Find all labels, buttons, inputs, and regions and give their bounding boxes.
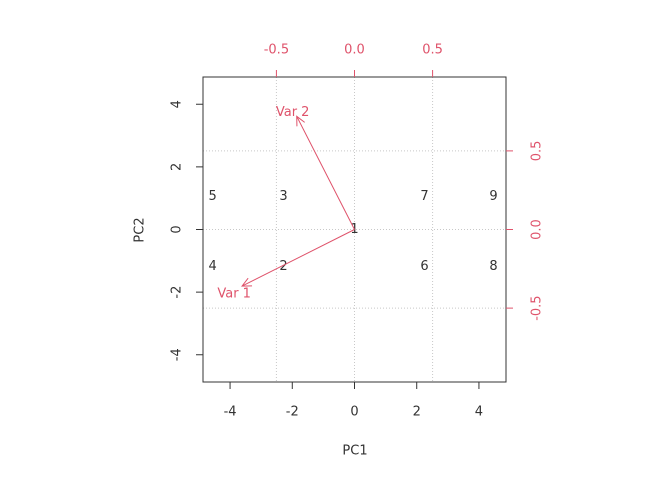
point-label: 3 [279, 189, 287, 204]
arrow-label: Var 2 [276, 105, 310, 120]
y-tick-label: 4 [170, 100, 185, 108]
x2-tick-label: 0.0 [344, 43, 365, 58]
y-tick-label: 0 [170, 225, 185, 233]
x-tick-label: 0 [350, 405, 358, 420]
y-axis-title: PC2 [133, 217, 148, 242]
arrow [241, 229, 355, 287]
point-label: 9 [489, 189, 497, 204]
x-tick-label: -2 [286, 405, 299, 420]
x2-tick-label: 0.5 [422, 43, 443, 58]
y-tick-label: 2 [170, 163, 185, 171]
y2-tick-label: 0.0 [530, 219, 545, 240]
point-label: 2 [279, 259, 287, 274]
point-label: 7 [420, 189, 428, 204]
point-label: 6 [420, 259, 428, 274]
arrow [296, 115, 355, 230]
y2-tick-label: 0.5 [530, 141, 545, 162]
point-label: 8 [489, 259, 497, 274]
arrow-label: Var 1 [217, 287, 251, 302]
point-label: 5 [209, 189, 217, 204]
x-tick-label: 2 [413, 405, 421, 420]
x-tick-label: 4 [475, 405, 483, 420]
x-tick-label: -4 [224, 405, 237, 420]
point-label: 4 [209, 259, 217, 274]
y2-tick-label: -0.5 [530, 295, 545, 320]
x2-tick-label: -0.5 [264, 43, 289, 58]
y-tick-label: -2 [170, 286, 185, 299]
x-axis-title: PC1 [342, 444, 367, 459]
y-tick-label: -4 [170, 348, 185, 361]
